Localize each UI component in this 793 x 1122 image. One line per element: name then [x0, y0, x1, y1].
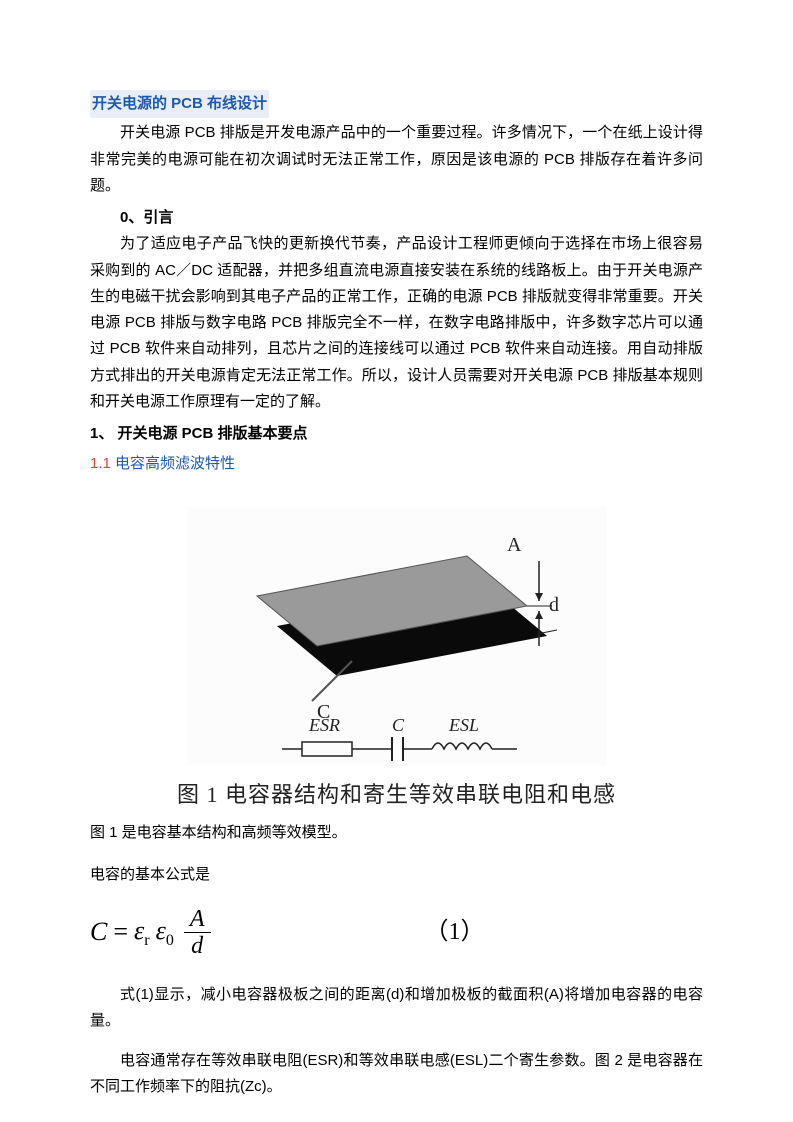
- svg-text:ESL: ESL: [448, 715, 479, 735]
- formula-number: （1）: [425, 911, 485, 953]
- figure-1-description: 图 1 是电容基本结构和高频等效模型。: [90, 820, 703, 846]
- figure-1: A d C ESR C ESL 图 1 电容器结构和寄生等效串联电阻和电感: [90, 506, 703, 815]
- capacitor-diagram: A d C ESR C ESL: [187, 506, 607, 766]
- svg-text:C: C: [392, 715, 405, 735]
- after-formula-para-1: 式(1)显示，减小电容器极板之间的距离(d)和增加极板的截面积(A)将增加电容器…: [90, 982, 703, 1035]
- svg-text:A: A: [507, 534, 522, 556]
- figure-1-caption: 图 1 电容器结构和寄生等效串联电阻和电感: [90, 776, 703, 815]
- formula-fraction: A d: [184, 907, 211, 958]
- section-0-paragraph: 为了适应电子产品飞快的更新换代节奏，产品设计工程师更倾向于选择在市场上很容易采购…: [90, 231, 703, 415]
- svg-text:d: d: [549, 594, 559, 616]
- section-1-1-text: 电容高频滤波特性: [111, 455, 235, 472]
- formula-eps-0: ε0: [156, 908, 174, 955]
- page-title: 开关电源的 PCB 布线设计: [90, 90, 269, 118]
- section-1-1-number: 1.1: [90, 455, 111, 472]
- formula-eq-sign: =: [113, 909, 128, 955]
- formula-eps-r: εr: [134, 908, 150, 955]
- formula-lhs: C: [90, 909, 107, 955]
- section-1-1-heading: 1.1 电容高频滤波特性: [90, 451, 703, 477]
- after-formula-para-2: 电容通常存在等效串联电阻(ESR)和等效串联电感(ESL)二个寄生参数。图 2 …: [90, 1048, 703, 1101]
- section-1-heading: 1、 开关电源 PCB 排版基本要点: [90, 421, 703, 447]
- section-0-heading: 0、引言: [90, 205, 703, 231]
- formula-1: C = εr ε0 A d （1）: [90, 907, 703, 958]
- svg-text:ESR: ESR: [308, 715, 340, 735]
- intro-paragraph: 开关电源 PCB 排版是开发电源产品中的一个重要过程。许多情况下，一个在纸上设计…: [90, 120, 703, 199]
- formula-intro: 电容的基本公式是: [90, 862, 703, 888]
